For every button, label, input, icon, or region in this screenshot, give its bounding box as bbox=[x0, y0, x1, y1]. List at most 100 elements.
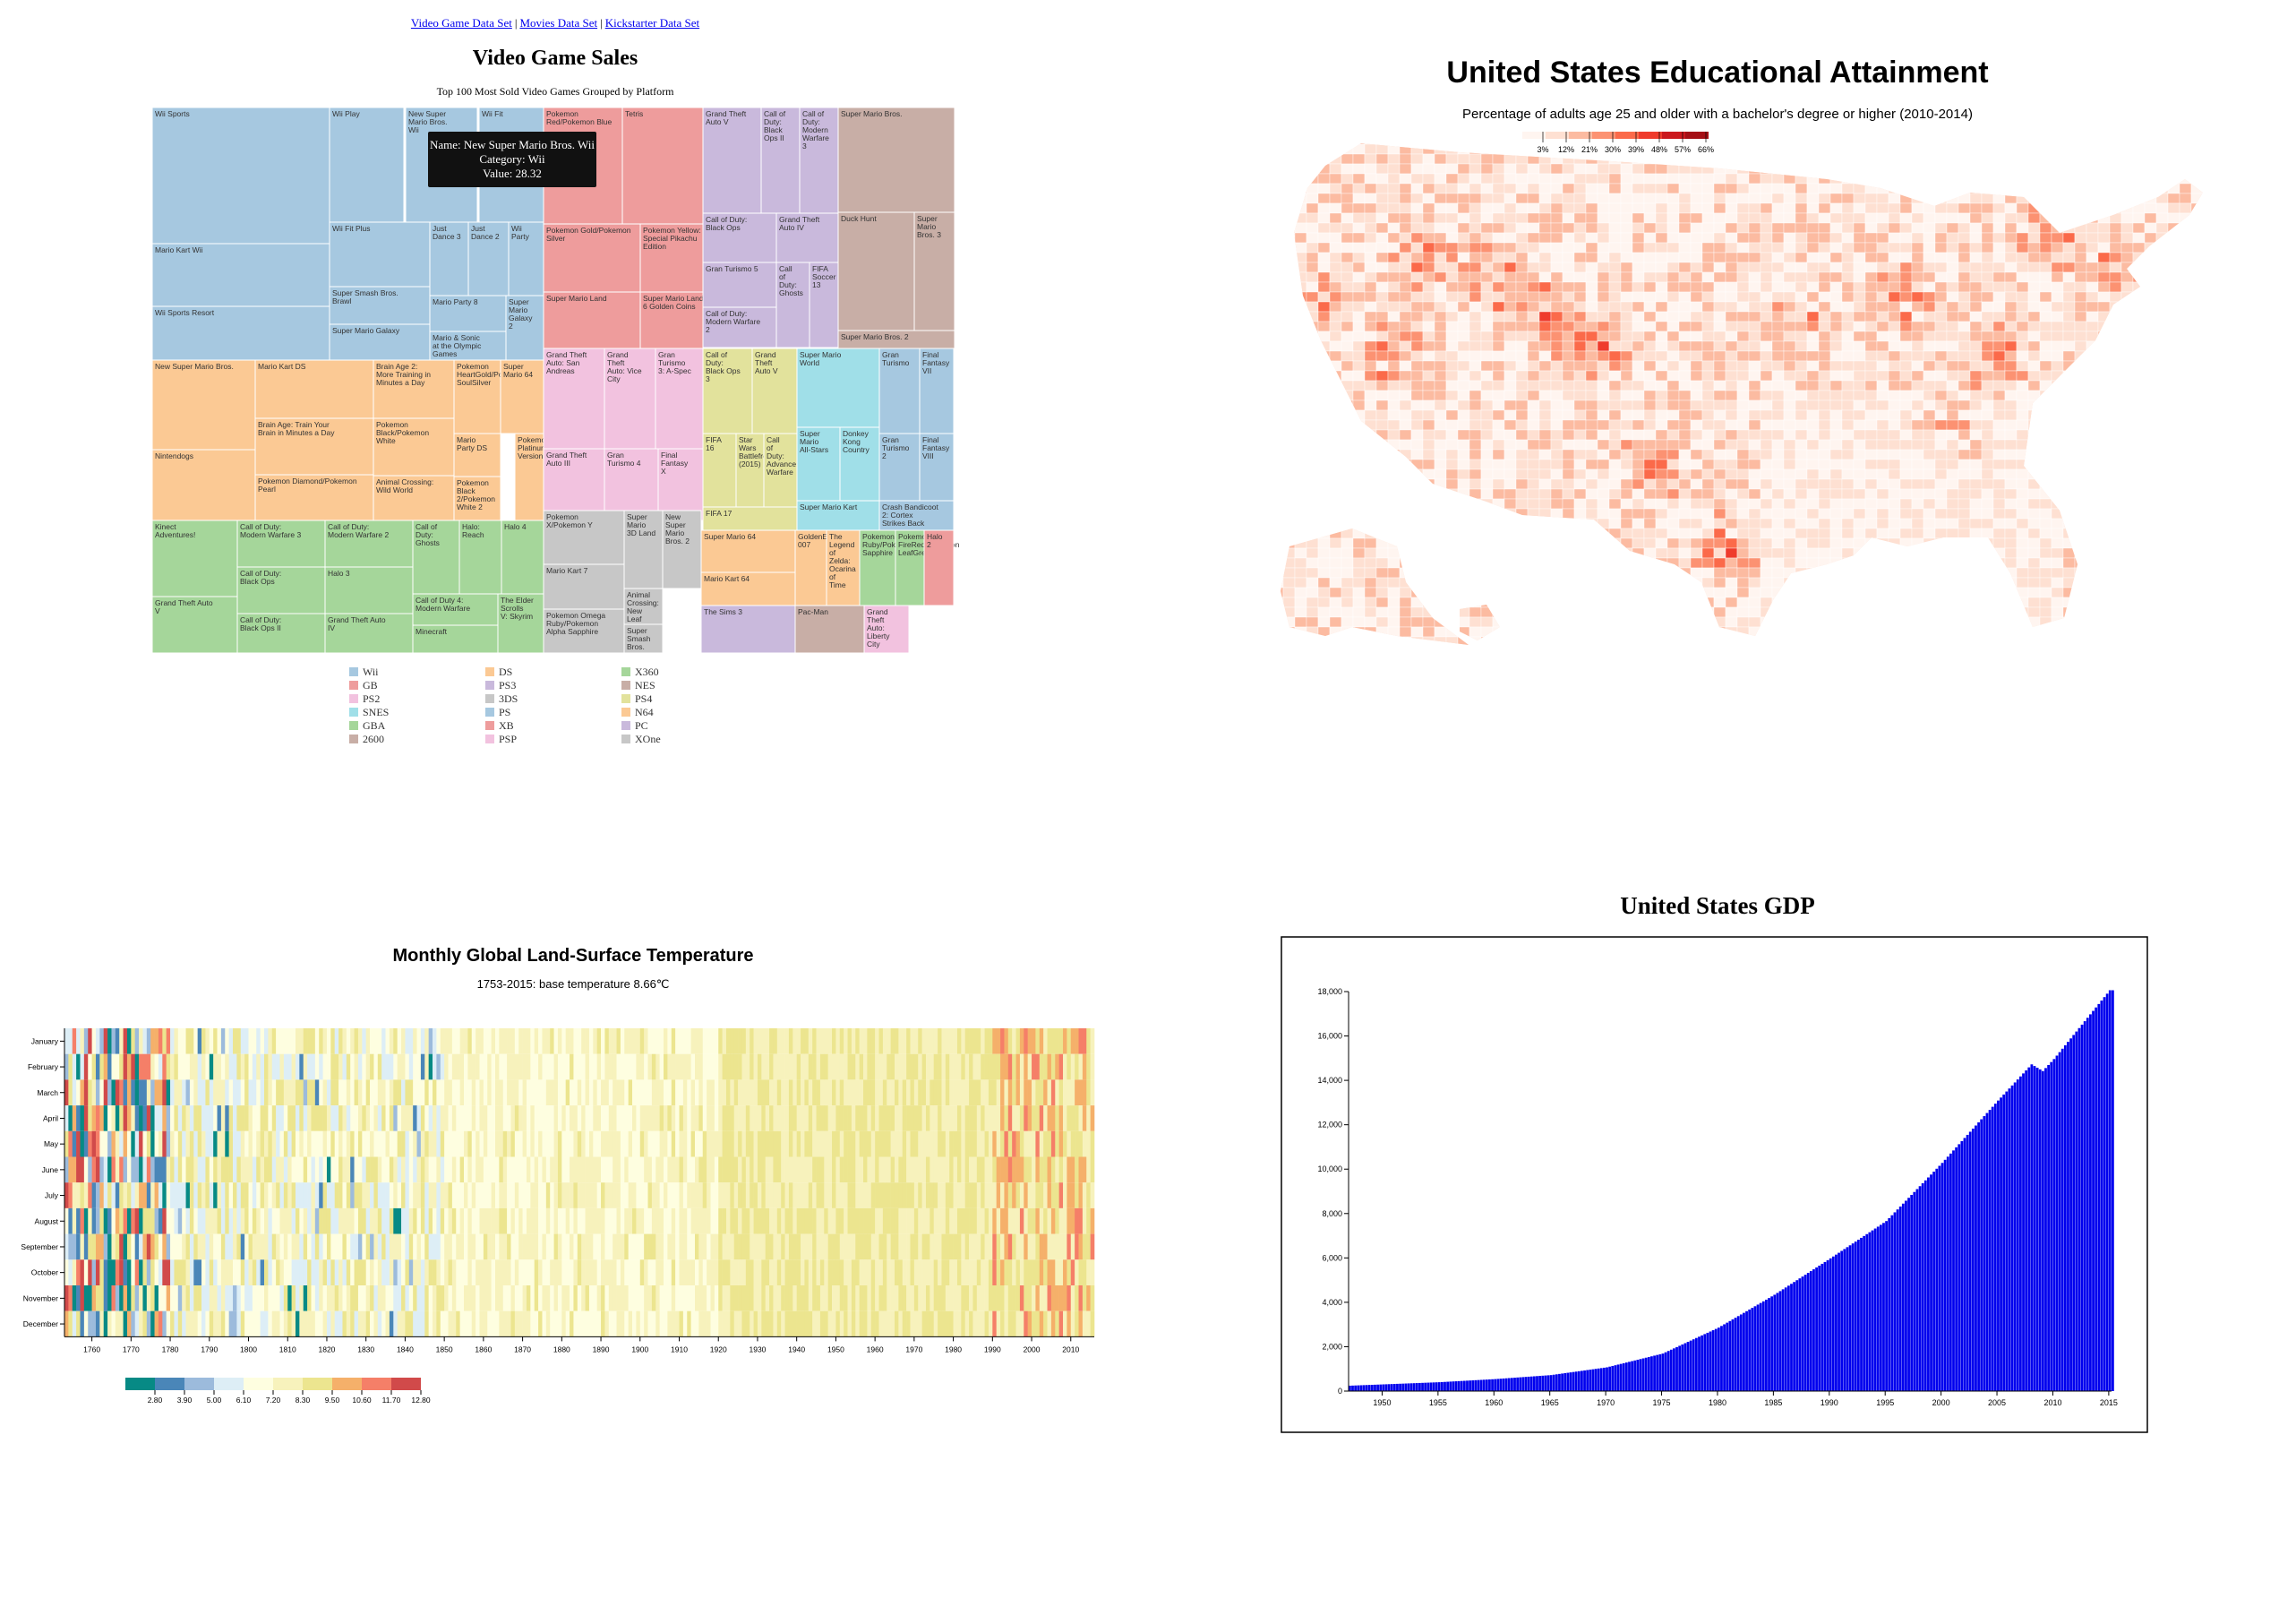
treemap-tile[interactable]: Grand Theft Auto IV bbox=[775, 212, 839, 263]
treemap-tile[interactable]: Minecraft bbox=[412, 624, 499, 654]
treemap-tile[interactable]: Pokemon Gold/Pokemon Silver bbox=[543, 223, 641, 293]
heatmap-cell bbox=[397, 1130, 402, 1157]
treemap-tile[interactable]: Call of Duty 4: Modern Warfare bbox=[412, 593, 499, 626]
treemap-tile[interactable]: Super Mario 3D Land bbox=[623, 510, 664, 589]
treemap-tile[interactable]: Grand Theft Auto V bbox=[151, 596, 238, 654]
treemap-tile[interactable]: Mario Party DS bbox=[453, 433, 501, 477]
treemap-tile[interactable]: Pac-Man bbox=[794, 605, 865, 654]
treemap-tile[interactable]: Just Dance 2 bbox=[467, 221, 510, 296]
treemap-tile[interactable]: Final Fantasy X bbox=[657, 448, 704, 521]
treemap-tile[interactable]: FIFA 16 bbox=[702, 433, 737, 508]
treemap-tile[interactable]: Gran Turismo 4 bbox=[604, 448, 659, 521]
treemap-tile[interactable]: New Super Mario Bros. 2 bbox=[662, 510, 702, 589]
treemap-tile[interactable]: Halo: Reach bbox=[458, 520, 502, 595]
treemap-tile[interactable]: Pokemon Diamond/Pokemon Pearl bbox=[254, 474, 374, 521]
treemap-tile[interactable]: Wii Play bbox=[329, 107, 405, 223]
treemap-tile[interactable]: The Elder Scrolls V: Skyrim bbox=[497, 593, 544, 654]
treemap-tile[interactable]: Call of Duty: Ghosts bbox=[412, 520, 460, 595]
treemap-tile[interactable]: Crash Bandicoot 2: Cortex Strikes Back bbox=[878, 500, 955, 531]
treemap-tile[interactable]: Call of Duty: Black Ops bbox=[236, 566, 326, 614]
treemap-tile[interactable]: Super Smash Bros. Brawl bbox=[329, 286, 431, 325]
treemap-tile[interactable]: Wii Sports bbox=[151, 107, 330, 245]
heatmap-cell bbox=[311, 1233, 316, 1260]
treemap-tile[interactable]: Super Mario 64 bbox=[700, 529, 796, 573]
treemap-tile[interactable]: Mario Kart DS bbox=[254, 359, 374, 419]
treemap-tile[interactable]: Super Mario Land bbox=[543, 291, 641, 349]
treemap-tile[interactable]: Grand Theft Auto IV bbox=[324, 613, 414, 654]
treemap-tile[interactable]: Pokemon X/Pokemon Y bbox=[543, 510, 625, 565]
treemap-tile[interactable]: Animal Crossing: Wild World bbox=[373, 475, 455, 521]
video-game-link[interactable]: Video Game Data Set bbox=[410, 16, 512, 30]
treemap-tile[interactable]: Grand Theft Auto: San Andreas bbox=[543, 348, 605, 450]
treemap-tile[interactable]: Super Mario Bros. 3 bbox=[913, 211, 955, 331]
treemap-tile[interactable]: Halo 3 bbox=[324, 566, 414, 614]
treemap-tile[interactable]: Mario Kart Wii bbox=[151, 243, 330, 307]
treemap-tile[interactable]: FIFA Soccer 13 bbox=[809, 262, 839, 348]
treemap-tile[interactable]: Brain Age: Train Your Brain in Minutes a … bbox=[254, 417, 374, 476]
treemap-tile[interactable]: Call of Duty: Modern Warfare 2 bbox=[702, 306, 777, 348]
treemap-tile[interactable]: Super Mario 64 bbox=[500, 359, 544, 434]
treemap-tile[interactable]: Wii Party bbox=[508, 221, 544, 296]
treemap-tile[interactable]: Super Mario World bbox=[796, 348, 880, 428]
treemap-tile[interactable]: Final Fantasy VII bbox=[919, 348, 955, 434]
treemap-tile[interactable]: GoldenEye 007 bbox=[794, 529, 835, 606]
treemap-tile[interactable]: Just Dance 3 bbox=[429, 221, 469, 296]
treemap-tile[interactable]: Gran Turismo bbox=[878, 348, 921, 434]
treemap-tile[interactable]: Super Mario All-Stars bbox=[796, 426, 841, 502]
treemap-tile[interactable]: Star Wars Battlefront (2015) bbox=[735, 433, 774, 508]
treemap-tile[interactable]: Mario Kart 7 bbox=[543, 563, 625, 610]
treemap-tile[interactable]: Call of Duty: Modern Warfare 2 bbox=[324, 520, 414, 568]
treemap-tile[interactable]: Nintendogs bbox=[151, 449, 256, 521]
treemap-tile[interactable]: Wii Fit Plus bbox=[329, 221, 431, 288]
treemap-tile[interactable]: Wii Sports Resort bbox=[151, 305, 330, 361]
treemap-tile[interactable]: Super Mario Galaxy bbox=[329, 323, 431, 361]
treemap-tile[interactable]: Grand Theft Auto V bbox=[702, 107, 762, 214]
treemap-tile[interactable]: Duck Hunt bbox=[837, 211, 915, 331]
treemap-tile[interactable]: Super Smash Bros. bbox=[623, 623, 664, 654]
treemap-tile[interactable]: Call of Duty: Advanced Warfare bbox=[763, 433, 801, 508]
treemap-tile[interactable]: Pokemon Platinum Version bbox=[514, 433, 550, 521]
kickstarter-link[interactable]: Kickstarter Data Set bbox=[604, 16, 700, 30]
treemap-tile[interactable]: New Super Mario Bros. bbox=[151, 359, 256, 451]
treemap-tile[interactable]: Pokemon HeartGold/Pokemon SoulSilver bbox=[453, 359, 526, 434]
treemap-tile[interactable]: The Legend of Zelda: Ocarina of Time bbox=[826, 529, 861, 606]
treemap-tile[interactable]: Call of Duty: Black Ops II bbox=[236, 613, 326, 654]
movies-link[interactable]: Movies Data Set bbox=[519, 16, 598, 30]
treemap-tile[interactable]: Halo 4 bbox=[501, 520, 544, 595]
treemap-tile[interactable]: Call of Duty: Modern Warfare 3 bbox=[236, 520, 326, 568]
treemap-tile[interactable]: Super Mario Bros. bbox=[837, 107, 955, 213]
treemap-tile[interactable]: Call of Duty: Black Ops II bbox=[760, 107, 801, 214]
treemap-tile[interactable]: Mario Kart 64 bbox=[700, 571, 796, 606]
treemap-tile[interactable]: Grand Theft Auto III bbox=[543, 448, 605, 521]
treemap-tile[interactable]: Pokemon Black 2/Pokemon White 2 bbox=[453, 476, 501, 521]
treemap-tile[interactable]: Pokemon Black/Pokemon White bbox=[373, 417, 455, 477]
treemap-tile[interactable]: Call of Duty: Black Ops 3 bbox=[702, 348, 753, 434]
treemap-tile[interactable]: Grand Theft Auto: Vice City bbox=[604, 348, 656, 450]
treemap-tile[interactable]: Grand Theft Auto: Liberty City bbox=[863, 605, 910, 654]
treemap-tile[interactable]: Halo 2 bbox=[923, 529, 955, 606]
treemap-tile[interactable]: The Sims 3 bbox=[700, 605, 796, 654]
treemap-tile[interactable]: Gran Turismo 5 bbox=[702, 262, 777, 308]
treemap-tile[interactable]: Call of Duty: Modern Warfare 3 bbox=[799, 107, 839, 214]
treemap-tile[interactable]: Final Fantasy VIII bbox=[919, 433, 955, 502]
treemap-tile[interactable]: Call of Duty: Black Ops bbox=[702, 212, 777, 263]
heatmap-cell bbox=[898, 1207, 904, 1234]
treemap-tile[interactable]: Gran Turismo 2 bbox=[878, 433, 921, 502]
treemap-tile[interactable]: Super Mario Bros. 2 bbox=[837, 330, 955, 349]
treemap-tile[interactable]: Call of Duty: Ghosts bbox=[775, 262, 810, 348]
treemap-tile[interactable]: Donkey Kong Country bbox=[839, 426, 880, 502]
treemap-tile[interactable]: Animal Crossing: New Leaf bbox=[623, 588, 664, 625]
treemap-tile[interactable]: Super Mario Kart bbox=[796, 500, 880, 531]
treemap-tile[interactable]: Brain Age 2: More Training in Minutes a Da… bbox=[373, 359, 455, 419]
treemap-tile[interactable]: Mario & Sonic at the Olympic Games bbox=[429, 331, 507, 361]
treemap-tile[interactable]: Pokemon Omega Ruby/Pokemon Alpha Sapphire bbox=[543, 608, 625, 654]
treemap-tile[interactable]: Pokemon Ruby/Pokemon Sapphire bbox=[859, 529, 914, 606]
treemap-tile[interactable]: Kinect Adventures! bbox=[151, 520, 238, 597]
treemap-tile[interactable]: Super Mario Galaxy 2 bbox=[505, 295, 544, 361]
treemap-tile[interactable]: Grand Theft Auto V bbox=[751, 348, 798, 434]
heatmap-cell bbox=[887, 1207, 891, 1234]
treemap-tile[interactable]: Gran Turismo 3: A-Spec bbox=[655, 348, 704, 450]
choropleth-legend-swatch bbox=[1592, 132, 1615, 139]
treemap-tile[interactable]: FIFA 17 bbox=[702, 506, 798, 531]
treemap-tile[interactable]: Mario Party 8 bbox=[429, 295, 507, 332]
